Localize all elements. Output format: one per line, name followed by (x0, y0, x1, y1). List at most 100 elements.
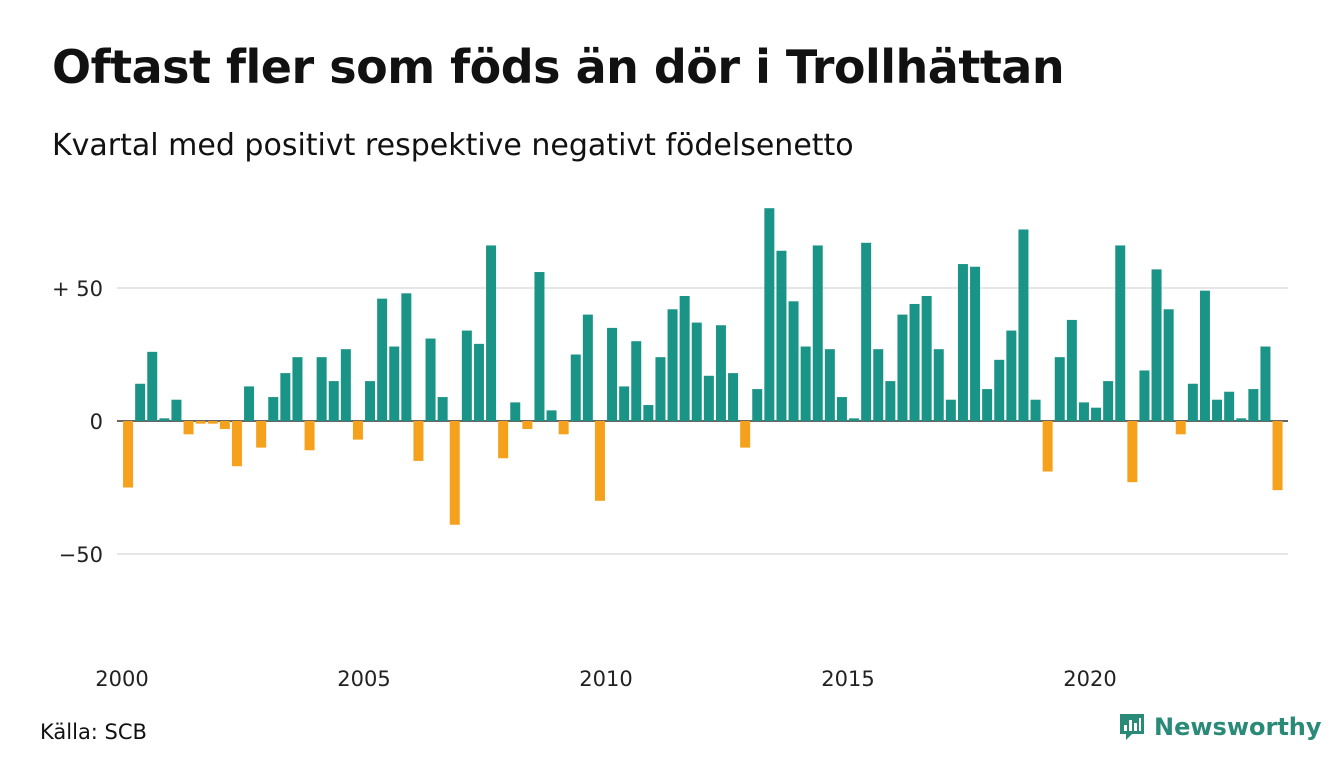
chart-title: Oftast fler som föds än dör i Trollhätta… (52, 40, 1065, 94)
y-tick-label: −50 (59, 543, 103, 567)
bar (147, 351, 158, 421)
bar (631, 341, 642, 421)
bar (546, 410, 557, 421)
bar (437, 397, 448, 421)
bar (752, 389, 763, 421)
bar (1078, 402, 1089, 421)
bar (619, 386, 630, 421)
bar (873, 349, 884, 421)
bar (994, 359, 1005, 421)
bar (183, 421, 194, 435)
bar (800, 346, 811, 421)
bar (558, 421, 569, 435)
bar (1212, 399, 1223, 421)
bar (340, 349, 351, 421)
bar (897, 314, 908, 421)
bar (715, 325, 726, 421)
bar (1115, 245, 1126, 421)
bar (1066, 319, 1077, 421)
bar (921, 295, 932, 421)
bar (377, 298, 388, 421)
bar (970, 266, 981, 421)
bar (304, 421, 315, 451)
bar (1054, 357, 1065, 421)
bar (195, 421, 206, 424)
bar (461, 330, 472, 421)
bar (316, 357, 327, 421)
bar (1248, 389, 1259, 421)
bar (389, 346, 400, 421)
bar (909, 303, 920, 421)
x-tick-label: 2005 (337, 667, 390, 691)
bar (1272, 421, 1283, 491)
bar (982, 389, 993, 421)
bar (885, 381, 896, 421)
bar (824, 349, 835, 421)
bar (1175, 421, 1186, 435)
bar (268, 397, 279, 421)
y-tick-label: + 50 (52, 277, 103, 301)
bar (1091, 407, 1102, 421)
bar (449, 421, 460, 525)
bar (425, 338, 436, 421)
chart-subtitle: Kvartal med positivt respektive negativt… (52, 128, 854, 163)
bar (328, 381, 339, 421)
bar (1199, 290, 1210, 421)
bar (1224, 391, 1235, 421)
bar (1163, 309, 1174, 421)
bar (570, 354, 581, 421)
bar (679, 295, 690, 421)
x-tick-label: 2015 (821, 667, 874, 691)
bar (1042, 421, 1053, 472)
x-tick-label: 2010 (579, 667, 632, 691)
bar (643, 405, 654, 421)
bar (171, 399, 182, 421)
bar (728, 373, 739, 421)
bar (703, 375, 714, 421)
bar (1030, 399, 1041, 421)
bar (401, 293, 412, 421)
bar (957, 264, 968, 421)
bar (207, 421, 218, 424)
bar (691, 322, 702, 421)
bar (135, 383, 146, 421)
bar (413, 421, 424, 461)
bar (244, 386, 255, 421)
y-tick-label: 0 (90, 410, 103, 434)
x-tick-label: 2000 (95, 667, 148, 691)
brand-name: Newsworthy (1154, 713, 1322, 741)
bar (1006, 330, 1017, 421)
bar (740, 421, 751, 448)
bar (522, 421, 533, 429)
bar (123, 421, 134, 488)
y-axis-ticks: + 50 0 −50 (52, 277, 103, 567)
bar (352, 421, 363, 440)
source-note: Källa: SCB (40, 720, 147, 744)
bar (1151, 269, 1162, 421)
bar (667, 309, 678, 421)
bar (1103, 381, 1114, 421)
bar (849, 418, 860, 421)
bars (123, 208, 1283, 525)
bar (1260, 346, 1271, 421)
bar (365, 381, 376, 421)
bar (534, 272, 545, 421)
bar (292, 357, 303, 421)
x-tick-label: 2020 (1063, 667, 1116, 691)
bar-chart-logo-icon (1120, 714, 1144, 740)
bar (812, 245, 823, 421)
bar (231, 421, 242, 467)
bar (1018, 229, 1029, 421)
bar (1127, 421, 1138, 483)
bar (861, 242, 872, 421)
bar (607, 327, 618, 421)
bar (159, 418, 170, 421)
bar (836, 397, 847, 421)
bar (945, 399, 956, 421)
bar (1236, 418, 1247, 421)
bar (788, 301, 799, 421)
brand-logo: Newsworthy (1118, 712, 1322, 742)
bar (486, 245, 497, 421)
bar (764, 208, 775, 421)
